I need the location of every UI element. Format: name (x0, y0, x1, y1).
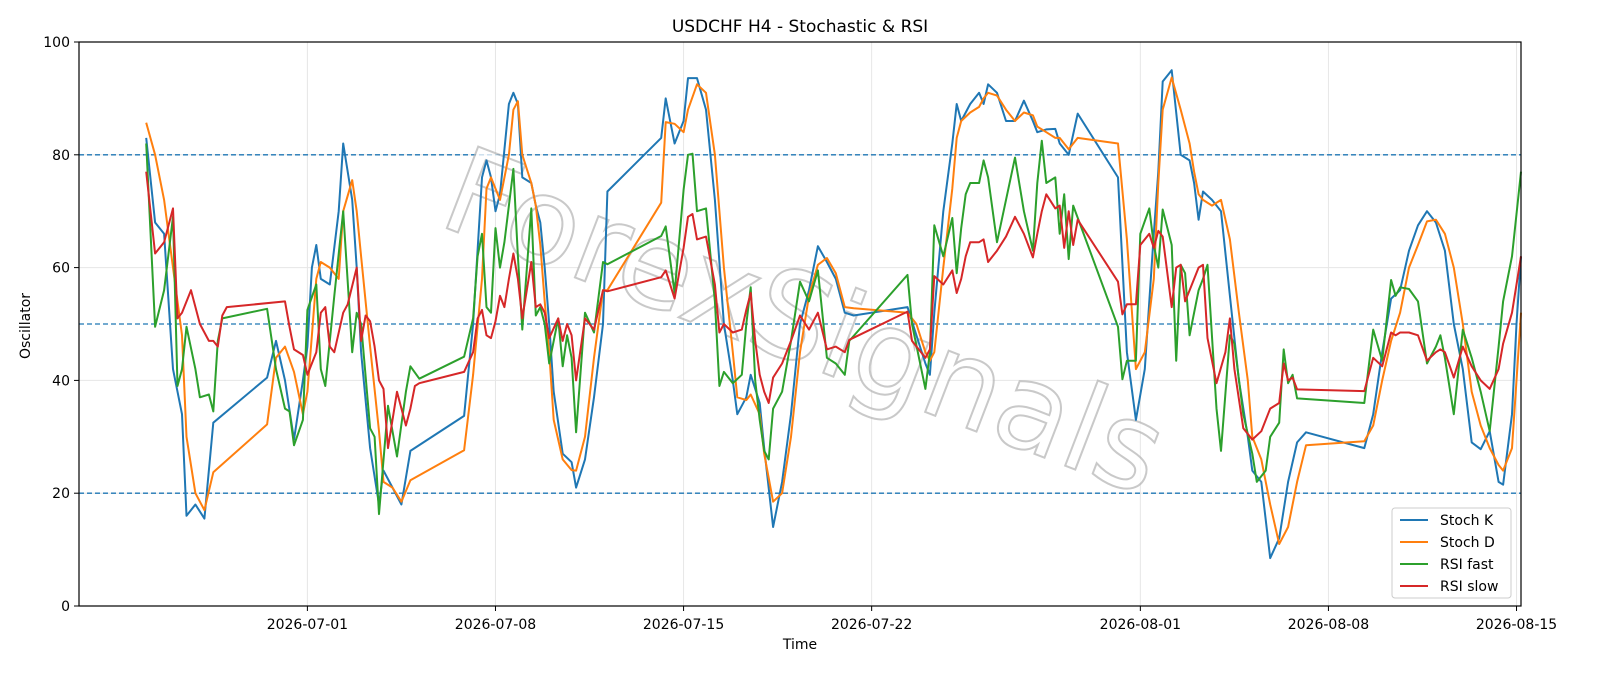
y-tick-label: 80 (52, 148, 70, 164)
series-line-stoch-d (145, 76, 1522, 545)
y-axis-ticks: 0 20 40 60 80 100 (43, 35, 79, 615)
x-tick-label: 2026-07-22 (831, 617, 912, 633)
x-tick-label: 2026-08-01 (1100, 617, 1181, 633)
x-tick-label: 2026-07-08 (455, 617, 536, 633)
y-axis-label: Oscillator (18, 293, 34, 359)
x-tick-label: 2026-08-15 (1476, 617, 1557, 633)
x-axis-label: Time (782, 637, 817, 653)
x-tick-label: 2026-07-01 (267, 617, 348, 633)
y-tick-label: 20 (52, 486, 70, 502)
legend-label: RSI fast (1440, 557, 1494, 573)
x-tick-label: 2026-07-15 (643, 617, 724, 633)
legend-box (1391, 507, 1512, 599)
plot-frame (78, 41, 1522, 607)
x-axis-ticks: 2026-07-01 2026-07-08 2026-07-15 2026-07-22… (267, 606, 1557, 633)
series-line-rsi-fast (145, 139, 1522, 516)
legend-label: RSI slow (1440, 579, 1498, 595)
legend: Stoch K Stoch D RSI fast RSI slow (1391, 507, 1512, 599)
series-line-rsi-slow (145, 171, 1522, 450)
legend-label: Stoch K (1440, 513, 1494, 529)
chart-title: USDCHF H4 - Stochastic & RSI (672, 17, 928, 37)
y-tick-label: 0 (61, 599, 70, 615)
y-tick-label: 40 (52, 373, 70, 389)
series-line-stoch-k (145, 69, 1522, 560)
series-lines (145, 69, 1522, 560)
y-tick-label: 100 (43, 35, 70, 51)
x-tick-label: 2026-08-08 (1288, 617, 1369, 633)
y-tick-label: 60 (52, 261, 70, 277)
legend-label: Stoch D (1440, 535, 1495, 551)
